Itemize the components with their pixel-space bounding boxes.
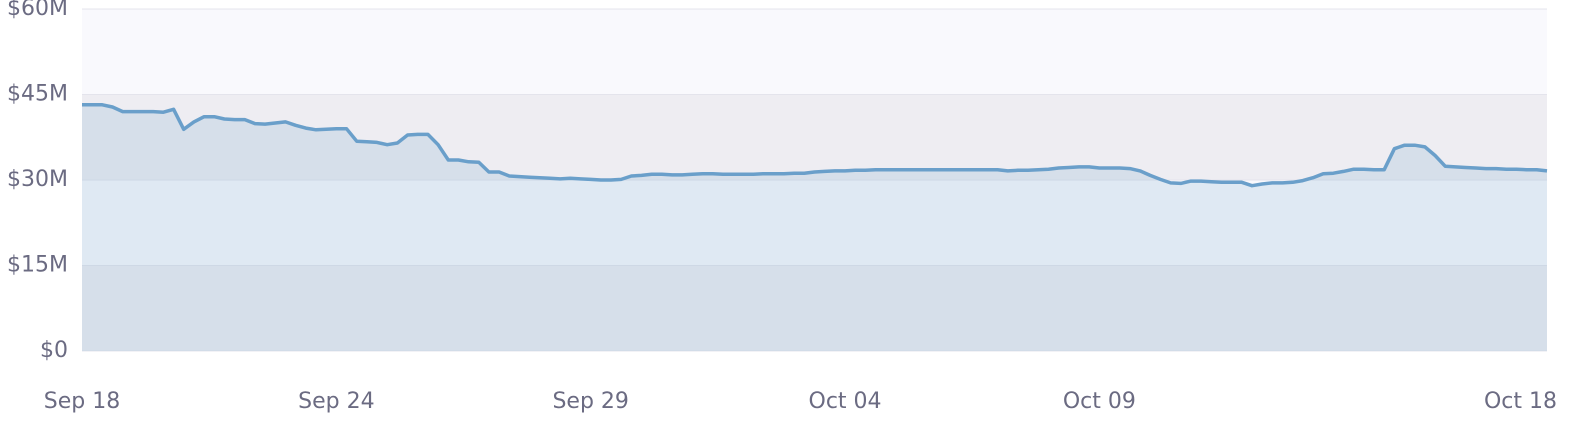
y-tick-label: $15M [7,253,68,278]
x-tick-label: Oct 09 [1063,389,1136,414]
grid-band [82,94,1547,180]
y-tick-label: $45M [7,82,68,107]
grid-band [82,9,1547,95]
x-tick-label: Sep 18 [44,389,120,414]
grid-band [82,265,1547,351]
x-tick-label: Sep 24 [298,389,374,414]
y-tick-label: $0 [40,338,68,363]
y-tick-label: $30M [7,167,68,192]
grid-band [82,180,1547,266]
y-tick-label: $60M [7,0,68,21]
line [82,103,1548,188]
x-tick-label: Oct 04 [809,389,882,414]
x-tick-label: Oct 18 [1484,389,1557,414]
x-tick-label: Sep 29 [552,389,628,414]
area [82,104,1547,351]
